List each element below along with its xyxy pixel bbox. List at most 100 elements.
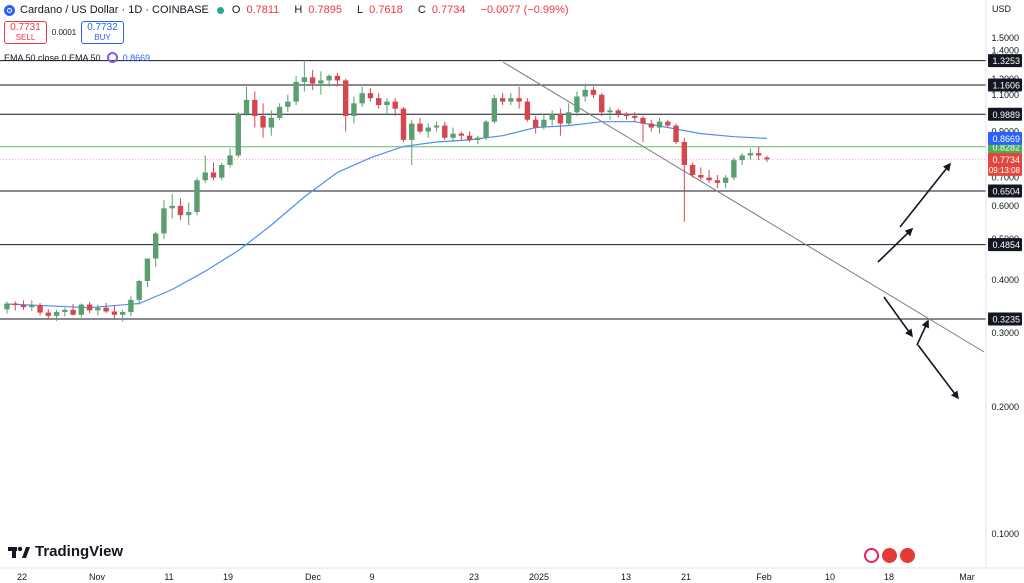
candle-body[interactable] [508, 98, 514, 102]
candle-body[interactable] [243, 99, 250, 115]
projection-arrow[interactable] [883, 296, 913, 338]
candle-body[interactable] [285, 101, 291, 107]
buy-button[interactable]: 0.7732 BUY [81, 21, 124, 44]
candle-body[interactable] [764, 157, 770, 160]
candle-body[interactable] [235, 114, 241, 156]
candle-body[interactable] [681, 142, 688, 165]
candle-body[interactable] [698, 174, 704, 178]
candle-body[interactable] [169, 205, 175, 209]
time-axis[interactable]: 22 Nov 11 19 Dec 9 23 2025 13 21 Feb 10 18 Mar [17, 572, 975, 582]
candle-body[interactable] [706, 177, 712, 181]
trend-line[interactable] [502, 61, 985, 353]
candle-body[interactable] [202, 172, 208, 181]
candle-body[interactable] [409, 123, 415, 140]
candle-body[interactable] [499, 98, 506, 102]
candle-body[interactable] [128, 299, 134, 313]
candle-body[interactable] [177, 205, 184, 216]
projection-arrow[interactable] [899, 162, 951, 228]
candle-body[interactable] [466, 135, 473, 140]
candle-body[interactable] [136, 281, 142, 300]
candle-body[interactable] [20, 305, 27, 308]
projection-arrow[interactable] [877, 227, 914, 263]
candle-body[interactable] [475, 137, 481, 140]
candle-body[interactable] [623, 114, 630, 116]
candle-body[interactable] [359, 93, 365, 104]
candle-body[interactable] [342, 80, 349, 116]
candle-body[interactable] [731, 160, 737, 178]
candle-body[interactable] [450, 133, 456, 138]
candle-body[interactable] [582, 89, 588, 97]
candle-body[interactable] [334, 75, 341, 81]
candle-body[interactable] [557, 114, 564, 124]
candle-body[interactable] [367, 93, 374, 99]
candle-body[interactable] [425, 127, 431, 132]
candle-body[interactable] [86, 304, 93, 311]
candle-body[interactable] [4, 303, 10, 310]
candle-body[interactable] [574, 96, 580, 113]
currency-label[interactable]: USD [992, 4, 1012, 14]
tradingview-logo[interactable]: TradingView [8, 543, 123, 560]
candle-body[interactable] [590, 89, 597, 95]
candle-body[interactable] [268, 117, 275, 128]
candle-body[interactable] [252, 99, 258, 116]
candle-body[interactable] [524, 101, 531, 120]
candle-body[interactable] [119, 312, 126, 315]
candle-body[interactable] [152, 233, 159, 259]
candle-body[interactable] [260, 115, 266, 128]
candle-body[interactable] [227, 155, 233, 165]
candle-body[interactable] [549, 114, 555, 120]
events-icons[interactable] [864, 548, 915, 563]
candle-body[interactable] [607, 110, 613, 113]
candle-body[interactable] [103, 307, 109, 312]
candle-body[interactable] [318, 80, 324, 84]
candle-body[interactable] [161, 208, 167, 234]
candle-body[interactable] [648, 123, 654, 128]
candle-body[interactable] [541, 119, 547, 128]
candle-body[interactable] [417, 123, 423, 132]
candle-body[interactable] [219, 164, 225, 178]
candle-body[interactable] [301, 77, 308, 82]
candle-body[interactable] [739, 155, 745, 161]
candle-body[interactable] [384, 101, 390, 106]
flag-icon[interactable] [900, 548, 915, 563]
lightning-icon[interactable] [864, 548, 879, 563]
candle-body[interactable] [532, 119, 539, 128]
symbol-title[interactable]: Cardano / US Dollar · 1D · COINBASE [20, 4, 209, 16]
candle-body[interactable] [95, 307, 101, 311]
candle-body[interactable] [665, 121, 671, 126]
candle-body[interactable] [565, 112, 572, 124]
candle-body[interactable] [656, 121, 663, 128]
plot-area[interactable] [0, 60, 986, 400]
candle-body[interactable] [640, 117, 646, 124]
candle-body[interactable] [29, 305, 35, 308]
candle-body[interactable] [111, 311, 118, 315]
candle-body[interactable] [293, 81, 299, 102]
candle-body[interactable] [78, 304, 85, 315]
candle-body[interactable] [747, 153, 754, 156]
candle-body[interactable] [351, 103, 357, 116]
candle-body[interactable] [62, 309, 68, 313]
candle-body[interactable] [376, 98, 382, 106]
candle-body[interactable] [722, 177, 729, 183]
candle-body[interactable] [144, 258, 151, 282]
candle-body[interactable] [632, 115, 638, 118]
candle-body[interactable] [276, 106, 283, 118]
candle-body[interactable] [45, 312, 51, 316]
candle-body[interactable] [326, 75, 332, 81]
candle-body[interactable] [458, 133, 464, 136]
ema-legend[interactable]: EMA 50 close 0 EMA 50 0.8669 [4, 52, 150, 63]
candle-body[interactable] [599, 94, 605, 113]
sell-button[interactable]: 0.7731 SELL [4, 21, 47, 44]
candle-body[interactable] [714, 180, 721, 183]
projection-arrow[interactable] [917, 344, 959, 400]
candle-body[interactable] [755, 153, 762, 156]
candle-body[interactable] [491, 98, 498, 122]
projection-arrow[interactable] [916, 319, 929, 346]
candle-body[interactable] [516, 98, 522, 102]
candle-body[interactable] [673, 125, 679, 143]
candle-body[interactable] [442, 125, 448, 138]
candle-body[interactable] [37, 305, 43, 313]
candle-body[interactable] [70, 309, 76, 315]
candle-body[interactable] [689, 164, 696, 175]
